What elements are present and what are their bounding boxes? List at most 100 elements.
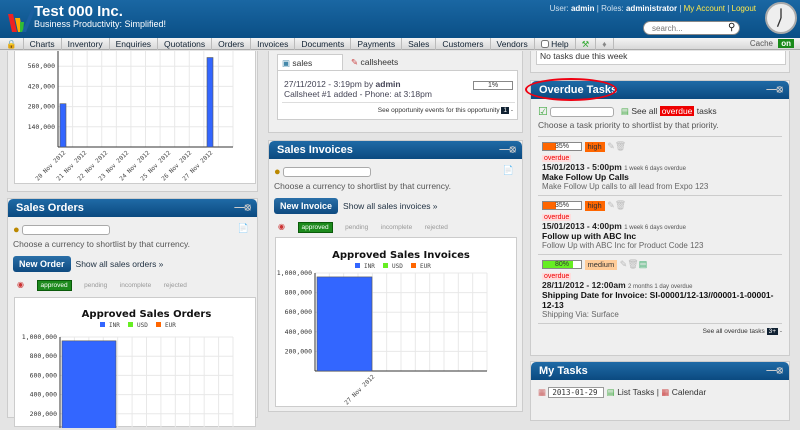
currency-hint: Choose a currency to shortlist by that c… xyxy=(13,239,191,249)
tab-incomplete[interactable]: incomplete xyxy=(119,282,152,289)
invoice-doc-icon[interactable]: 📄 xyxy=(502,165,514,175)
new-order-button[interactable]: New Order xyxy=(13,256,71,272)
tab-rejected[interactable]: rejected xyxy=(424,224,448,231)
help-label: Help xyxy=(551,38,569,49)
panel-controls-icon[interactable]: —⦻ xyxy=(766,84,783,95)
task-name[interactable]: Shipping Date for Invoice: SI-00001/12-1… xyxy=(542,290,774,310)
priority-badge: high xyxy=(584,141,605,152)
tab-approved[interactable]: approved xyxy=(36,280,72,291)
tag-icon[interactable]: ♦ xyxy=(596,37,614,50)
list-icon: ▤ xyxy=(606,387,615,397)
clipboard-icon: ▤ xyxy=(620,105,629,116)
trash-icon[interactable]: 🗑 xyxy=(614,141,627,151)
search-icon[interactable]: ⚲ xyxy=(728,22,736,33)
nav-documents[interactable]: Documents xyxy=(295,37,352,50)
chart-tab-icon[interactable]: ◉ xyxy=(278,222,285,231)
username: admin xyxy=(570,4,595,13)
sales-orders-header: Sales Orders —⦻ xyxy=(8,199,257,217)
y-tick-label: 280,000 xyxy=(28,103,55,111)
currency-select[interactable] xyxy=(283,167,372,177)
tab-callsheets[interactable]: ✎ callsheets xyxy=(347,54,402,71)
lock-icon[interactable]: 🔒 xyxy=(0,37,24,50)
edit-icon[interactable]: ✎ xyxy=(619,259,628,269)
logout-link[interactable]: Logout xyxy=(731,4,756,13)
events-icon: ▣ xyxy=(282,58,291,68)
task-item: 35% high ✎🗑 overdue 15/01/2013 - 5:00pm … xyxy=(538,136,782,195)
cache-label: Cache xyxy=(749,39,773,48)
calendar-icon[interactable]: ▦ xyxy=(538,387,547,397)
panel-controls-icon[interactable]: —⦻ xyxy=(766,365,783,376)
my-tasks-panel: My Tasks —⦻ ▦ 2013-01-29 ▤ List Tasks | ▦… xyxy=(530,361,790,421)
cache-toggle[interactable]: Cache on xyxy=(747,38,794,50)
nav-sales[interactable]: Sales xyxy=(402,37,437,50)
tab-incomplete[interactable]: incomplete xyxy=(380,224,413,231)
coins-icon: ● xyxy=(274,166,281,178)
nav-help[interactable]: Help xyxy=(535,37,576,50)
company-logo[interactable] xyxy=(8,4,38,34)
date-input[interactable]: 2013-01-29 xyxy=(548,387,605,398)
tab-pending[interactable]: pending xyxy=(84,282,108,289)
nav-enquiries[interactable]: Enquiries xyxy=(110,37,159,50)
panel-title: Sales Orders xyxy=(16,202,84,214)
panel-controls-icon[interactable]: —⦻ xyxy=(499,144,516,155)
task-progress: 35% xyxy=(542,201,582,211)
calendar-link[interactable]: Calendar xyxy=(671,387,707,397)
y-tick-label: 560,000 xyxy=(28,62,55,70)
nav-orders[interactable]: Orders xyxy=(212,37,252,50)
legend-swatch xyxy=(128,322,133,327)
y-tick-label: 420,000 xyxy=(28,82,55,90)
show-all-invoices-link[interactable]: Show all sales invoices » xyxy=(343,201,438,211)
edit-icon[interactable]: ✎ xyxy=(607,141,615,151)
legend-label: EUR xyxy=(420,263,431,270)
see-all-overdue-footer-link[interactable]: See all overdue tasks xyxy=(702,328,765,335)
orders-chart-box: Approved Sales Orders INR USD EUR 1,000,000 8… xyxy=(14,297,256,430)
priority-select[interactable] xyxy=(550,106,615,117)
tab-approved[interactable]: approved xyxy=(297,222,333,233)
nav-customers[interactable]: Customers xyxy=(436,37,491,50)
task-overdue-by: 2 months 1 day overdue xyxy=(628,284,693,290)
y-tick-label: 200,000 xyxy=(285,347,312,355)
panel-title: Sales Invoices xyxy=(277,144,353,156)
y-tick-label: 800,000 xyxy=(30,352,57,360)
edit-icon[interactable]: ✎ xyxy=(607,200,615,210)
task-date: 15/01/2013 - 4:00pm xyxy=(542,221,622,231)
opportunity-events-link[interactable]: See opportunity events for this opportun… xyxy=(377,107,500,114)
events-panel: ▣ sales events ✎ callsheets 27/11/2012 -… xyxy=(268,51,523,133)
trash-icon[interactable]: 🗑 xyxy=(627,259,639,269)
show-all-orders-link[interactable]: Show all sales orders » xyxy=(75,259,164,269)
tab-pending[interactable]: pending xyxy=(345,224,369,231)
nav-vendors[interactable]: Vendors xyxy=(491,37,535,50)
task-item: 35% high ✎🗑 overdue 15/01/2013 - 4:00pm … xyxy=(538,195,782,254)
tab-sales-events[interactable]: ▣ sales events xyxy=(277,54,343,79)
task-name[interactable]: Make Follow Up Calls xyxy=(542,172,629,182)
tab-rejected[interactable]: rejected xyxy=(163,282,187,289)
see-all-overdue-link[interactable]: ▤ See all overdue tasks xyxy=(620,105,717,116)
y-tick-label: 1,000,000 xyxy=(22,333,57,341)
task-priority-icon: ☑ xyxy=(538,106,548,118)
nav-invoices[interactable]: Invoices xyxy=(251,37,296,50)
order-doc-icon[interactable]: 📄 xyxy=(237,223,249,233)
calendar-small-icon: ▦ xyxy=(661,387,670,397)
legend-label: EUR xyxy=(165,322,176,329)
task-item: 80% medium ✎🗑▤ overdue 28/11/2012 - 12:0… xyxy=(538,254,782,323)
list-tasks-link[interactable]: List Tasks xyxy=(617,387,655,397)
my-account-link[interactable]: My Account xyxy=(683,4,725,13)
nav-inventory[interactable]: Inventory xyxy=(62,37,110,50)
cache-state[interactable]: on xyxy=(778,39,794,48)
tools-icon[interactable]: ⚒ xyxy=(576,37,597,50)
panel-controls-icon[interactable]: —⦻ xyxy=(234,202,251,213)
search-input[interactable] xyxy=(643,21,740,35)
trash-icon[interactable]: 🗑 xyxy=(614,200,627,210)
top-chart-panel: 560,000 420,000 280,000 140,000 20 Nov 2012 2… xyxy=(7,46,258,192)
nav-payments[interactable]: Payments xyxy=(351,37,403,50)
new-invoice-button[interactable]: New Invoice xyxy=(274,198,339,214)
task-name[interactable]: Follow up with ABC Inc xyxy=(542,231,637,241)
highlight-circle xyxy=(525,78,617,101)
currency-select[interactable] xyxy=(22,225,111,235)
callsheet-icon: ✎ xyxy=(351,57,359,67)
invoice-icon[interactable]: ▤ xyxy=(638,259,648,269)
chart-tab-icon[interactable]: ◉ xyxy=(17,280,24,289)
help-checkbox[interactable] xyxy=(540,40,549,49)
nav-charts[interactable]: Charts xyxy=(24,37,62,50)
nav-quotations[interactable]: Quotations xyxy=(158,37,213,50)
